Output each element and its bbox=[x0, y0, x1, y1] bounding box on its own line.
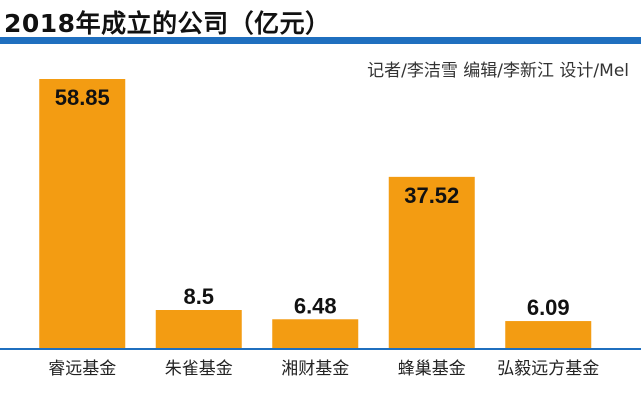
bar-value-label-5: 6.09 bbox=[527, 295, 570, 320]
category-label-3: 湘财基金 bbox=[281, 359, 349, 379]
category-label-4: 蜂巢基金 bbox=[398, 359, 466, 379]
title-rule bbox=[0, 37, 641, 44]
bars-group bbox=[39, 79, 592, 349]
bar-value-label-4: 37.52 bbox=[404, 183, 459, 208]
bar-5 bbox=[505, 321, 592, 349]
category-label-2: 朱雀基金 bbox=[165, 359, 233, 379]
bar-value-label-3: 6.48 bbox=[294, 293, 337, 318]
chart-title: 2018年成立的公司（亿元） bbox=[4, 9, 331, 38]
bar-3 bbox=[272, 319, 359, 349]
bar-1 bbox=[39, 79, 126, 349]
labels-group: 58.85 睿远基金 8.5 朱雀基金 6.48 湘财基金 37.52 蜂巢基金 6.09 弘毅远… bbox=[48, 85, 599, 379]
credit-line: 记者/李洁雪 编辑/李新江 设计/Mel bbox=[367, 61, 629, 81]
bar-value-label-2: 8.5 bbox=[183, 284, 214, 309]
category-label-1: 睿远基金 bbox=[48, 359, 116, 379]
bar-2 bbox=[155, 310, 242, 349]
bar-4 bbox=[388, 176, 475, 349]
bar-value-label-1: 58.85 bbox=[55, 85, 110, 110]
category-label-5: 弘毅远方基金 bbox=[497, 359, 599, 379]
